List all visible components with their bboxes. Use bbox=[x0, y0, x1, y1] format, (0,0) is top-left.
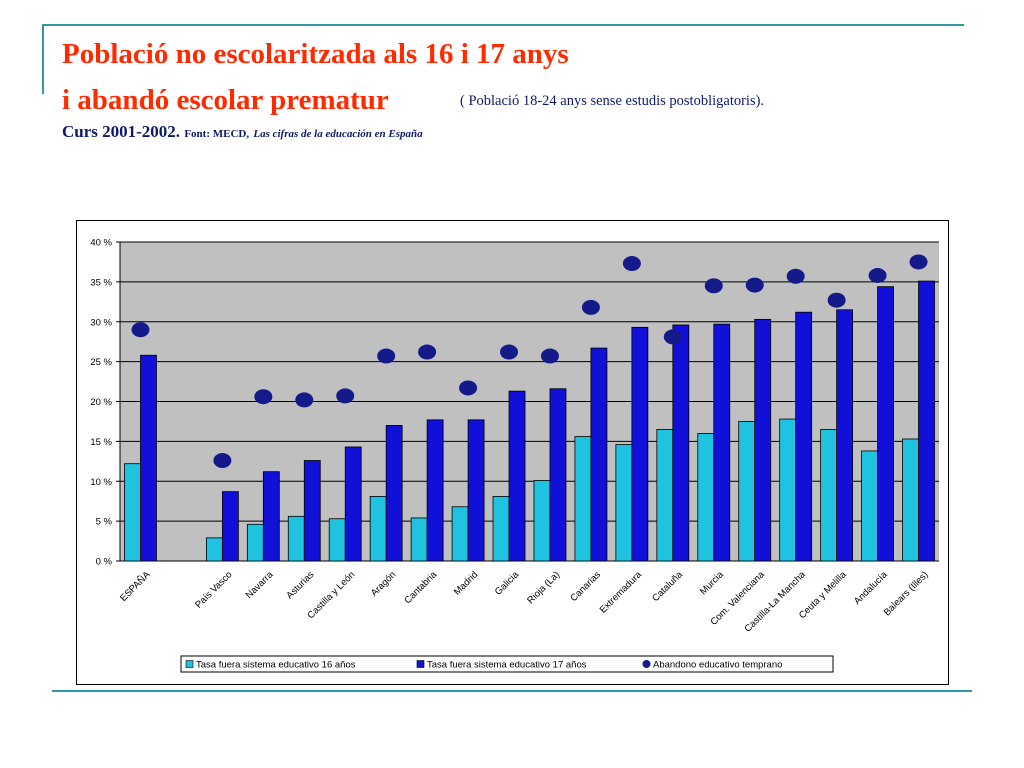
x-tick-label: Navarra bbox=[244, 569, 276, 601]
bar-16-anos bbox=[738, 421, 756, 562]
legend-box bbox=[180, 655, 834, 673]
bar-16-anos bbox=[615, 444, 633, 562]
abandono-point bbox=[377, 348, 396, 364]
x-tick-label: Rioja (La) bbox=[525, 569, 562, 606]
slide-subtitle: ( Població 18-24 anys sense estudis post… bbox=[460, 93, 765, 109]
bar-17-anos bbox=[836, 309, 854, 562]
bar-17-anos bbox=[303, 460, 321, 562]
bar-16-anos bbox=[656, 429, 674, 562]
bar-chart: 0 % 5 % 10 % 15 % 20 % 25 % 30 % 35 % 40 % ESPAÑA… bbox=[90, 238, 939, 673]
y-tick-label: 30 % bbox=[90, 317, 112, 328]
legend-label: Tasa fuera sistema educativo 16 años bbox=[196, 659, 356, 670]
abandono-point bbox=[663, 329, 682, 345]
bar-17-anos bbox=[140, 354, 157, 562]
x-tick-label: Asturias bbox=[284, 569, 316, 601]
bar-17-anos bbox=[508, 390, 526, 562]
x-tick-label: Cataluña bbox=[650, 569, 685, 604]
bar-16-anos bbox=[369, 496, 387, 562]
x-tick-label: Madrid bbox=[452, 569, 480, 597]
bar-17-anos bbox=[918, 280, 935, 562]
bar-16-anos bbox=[820, 429, 838, 562]
abandono-point bbox=[131, 322, 150, 338]
x-tick-label: Andalucía bbox=[852, 569, 890, 607]
y-tick-label: 15 % bbox=[90, 437, 112, 448]
abandono-point bbox=[500, 344, 519, 360]
legend-swatch bbox=[416, 660, 425, 668]
bar-17-anos bbox=[549, 388, 567, 562]
x-tick-label: Cantabria bbox=[402, 569, 439, 606]
bar-16-anos bbox=[697, 432, 715, 562]
bar-16-anos bbox=[492, 496, 510, 562]
y-tick-label: 25 % bbox=[90, 357, 112, 368]
abandono-point bbox=[622, 256, 641, 272]
bar-17-anos bbox=[877, 286, 894, 562]
x-tick-label: Murcia bbox=[698, 569, 726, 597]
top-accent-line bbox=[44, 24, 964, 26]
bar-17-anos bbox=[672, 324, 690, 562]
x-tick-label: País Vasco bbox=[193, 569, 234, 610]
y-tick-label: 40 % bbox=[90, 238, 112, 249]
abandono-point bbox=[540, 348, 559, 364]
y-tick-label: 10 % bbox=[90, 477, 112, 488]
bar-17-anos bbox=[344, 446, 362, 562]
bar-16-anos bbox=[902, 438, 919, 562]
bar-17-anos bbox=[631, 326, 649, 562]
abandono-point bbox=[213, 453, 232, 469]
bar-17-anos bbox=[754, 318, 772, 562]
bar-16-anos bbox=[410, 517, 428, 562]
abandono-point bbox=[418, 344, 437, 360]
left-accent-line bbox=[42, 24, 44, 94]
bar-16-anos bbox=[328, 518, 346, 562]
abandono-point bbox=[827, 292, 846, 308]
y-tick-label: 20 % bbox=[90, 397, 112, 408]
abandono-point bbox=[745, 277, 764, 293]
x-tick-label: Galicia bbox=[493, 569, 522, 598]
y-tick-label: 0 % bbox=[96, 557, 113, 568]
bar-16-anos bbox=[574, 436, 592, 562]
abandono-point bbox=[786, 268, 805, 284]
bar-16-anos bbox=[124, 463, 141, 562]
abandono-point bbox=[581, 299, 600, 315]
source-label: Font: MECD, bbox=[184, 128, 250, 140]
slide-title-line-1: Població no escolaritzada als 16 i 17 an… bbox=[62, 38, 569, 70]
bar-17-anos bbox=[385, 425, 403, 562]
bar-17-anos bbox=[795, 311, 813, 562]
bar-16-anos bbox=[779, 418, 797, 562]
abandono-point bbox=[295, 392, 314, 408]
bar-17-anos bbox=[426, 419, 444, 562]
abandono-point bbox=[336, 388, 355, 404]
course-label: Curs 2001-2002. bbox=[62, 122, 181, 141]
abandono-point bbox=[704, 278, 723, 294]
bar-16-anos bbox=[861, 450, 878, 562]
bar-17-anos bbox=[467, 419, 485, 562]
bar-16-anos bbox=[533, 480, 551, 562]
legend-label: Abandono educativo temprano bbox=[653, 659, 782, 670]
abandono-point bbox=[459, 380, 478, 396]
bar-17-anos bbox=[221, 491, 239, 562]
slide-title-line-2: i abandó escolar prematur bbox=[62, 84, 389, 116]
source-reference: Las cifras de la educación en España bbox=[253, 128, 423, 140]
bar-17-anos bbox=[262, 471, 280, 562]
y-tick-label: 35 % bbox=[90, 277, 112, 288]
x-tick-label: Canarias bbox=[568, 569, 603, 604]
bar-16-anos bbox=[246, 523, 264, 562]
x-tick-label: Extremadura bbox=[598, 569, 645, 616]
abandono-point bbox=[909, 254, 928, 270]
abandono-point bbox=[868, 267, 887, 283]
bar-16-anos bbox=[205, 537, 223, 562]
legend-swatch bbox=[185, 660, 194, 668]
course-line: Curs 2001-2002. Font: MECD, Las cifras d… bbox=[62, 122, 423, 142]
abandono-point bbox=[254, 389, 273, 405]
bar-17-anos bbox=[713, 323, 731, 562]
bar-16-anos bbox=[451, 506, 469, 562]
legend-swatch bbox=[642, 660, 651, 668]
x-tick-label: ESPAÑA bbox=[118, 569, 153, 604]
bottom-accent-line bbox=[52, 690, 972, 692]
chart-container: 0 % 5 % 10 % 15 % 20 % 25 % 30 % 35 % 40 % ESPAÑA… bbox=[76, 220, 949, 685]
bar-17-anos bbox=[590, 347, 608, 562]
x-tick-label: Aragón bbox=[369, 569, 398, 598]
y-tick-label: 5 % bbox=[96, 517, 113, 528]
legend-label: Tasa fuera sistema educativo 17 años bbox=[427, 659, 587, 670]
bar-16-anos bbox=[287, 515, 305, 562]
